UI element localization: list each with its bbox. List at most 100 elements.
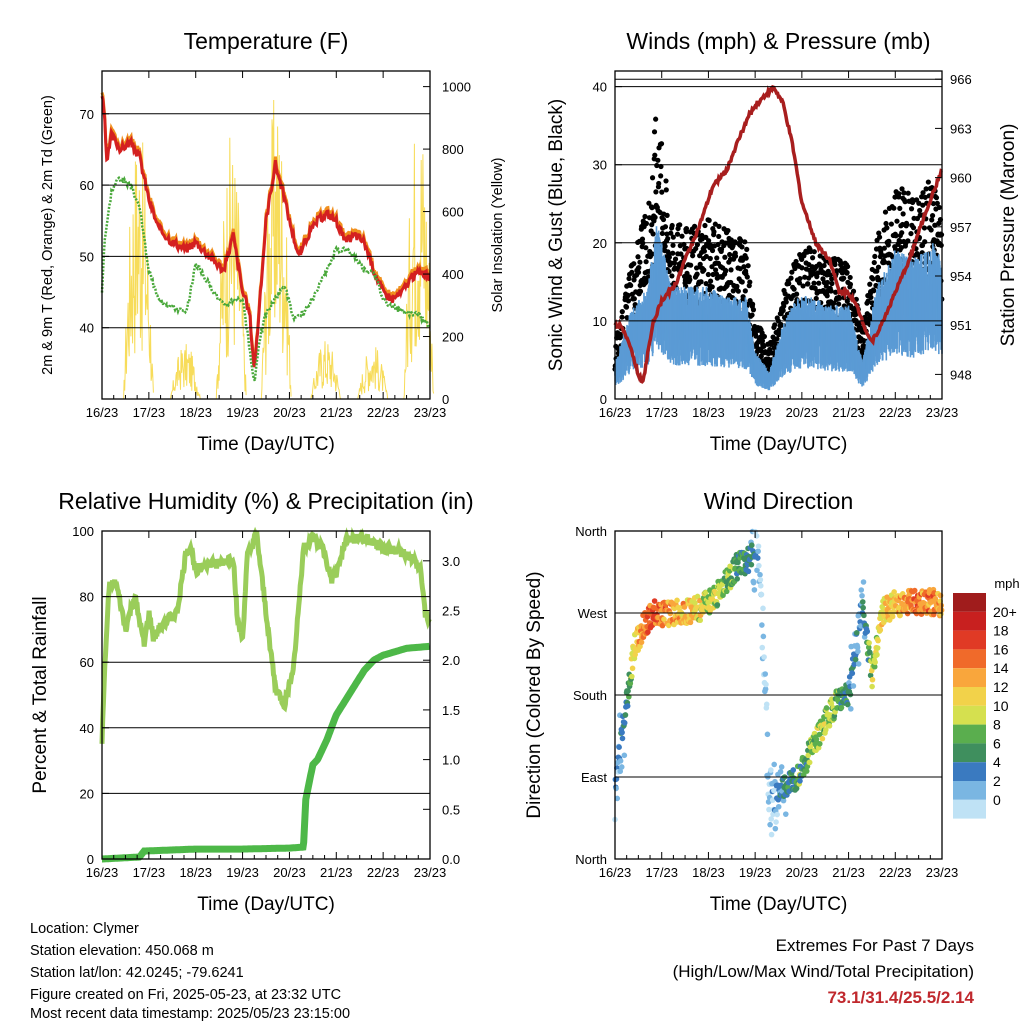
direction-point [629, 673, 635, 680]
gust-point [659, 189, 665, 195]
x-axis-label: Time (Day/UTC) [710, 894, 848, 915]
gust-point [669, 222, 675, 229]
direction-point [655, 614, 661, 621]
direction-point [614, 795, 621, 802]
direction-point [768, 831, 775, 838]
colorbar-swatch [953, 799, 986, 819]
gust-point [703, 253, 709, 260]
gust-point [670, 242, 676, 248]
gust-point [884, 225, 890, 231]
direction-point [775, 803, 782, 810]
colorbar-label: 6 [993, 735, 1001, 751]
gust-point [836, 295, 843, 301]
x-tick-label: 23/23 [414, 405, 447, 420]
y2-tick-label: 948 [950, 367, 972, 382]
plot-frame [101, 530, 431, 860]
chart-title: Winds (mph) & Pressure (mb) [626, 28, 930, 54]
gust-point [916, 200, 922, 206]
gust-point [836, 301, 842, 307]
gust-point [847, 274, 853, 281]
direction-point [911, 587, 918, 594]
x-tick-label: 20/23 [273, 405, 306, 420]
y-tick-label: 10 [593, 314, 607, 329]
gust-point [669, 273, 675, 279]
x-tick-label: 21/23 [320, 405, 353, 420]
gust-point [783, 299, 789, 305]
direction-point [757, 582, 764, 589]
direction-point [823, 705, 830, 711]
chart-title: Temperature (F) [184, 28, 349, 54]
x-tick-label: 21/23 [832, 405, 865, 420]
humidity-precip-chart: 16/23 17/23 18/23 19/23 20/23 21/23 22/23 23/23… [30, 488, 474, 915]
y-axis-label: Sonic Wind & Gust (Blue, Black) [546, 99, 567, 371]
gust-point [658, 173, 664, 179]
y2-tick-label: 963 [950, 121, 972, 136]
direction-point [694, 593, 701, 600]
speed-colorbar: mph 20+ 18 16 14 12 10 8 6 4 2 0 [953, 576, 1020, 819]
temperature-chart: 16/23 17/23 18/23 19/23 20/23 21/23 22/23 23/23… [40, 28, 506, 455]
gust-point [683, 225, 690, 232]
gust-point [739, 244, 745, 250]
colorbar-label: 2 [993, 773, 1001, 789]
direction-point [754, 555, 761, 561]
direction-point [850, 683, 857, 689]
gust-point [690, 253, 696, 259]
gust-point [687, 277, 693, 283]
direction-point [661, 616, 667, 622]
x-tick-label: 22/23 [367, 405, 400, 420]
direction-point [859, 599, 866, 605]
gust-point [637, 259, 643, 265]
direction-point [621, 752, 628, 759]
gust-point [786, 280, 792, 287]
gust-point [697, 261, 703, 267]
direction-point [762, 686, 769, 692]
direction-point [745, 568, 752, 575]
x-tick-label: 21/23 [832, 865, 865, 880]
gust-point [868, 294, 874, 300]
gust-point [617, 331, 623, 337]
y2-tick-label: 2.5 [442, 604, 460, 619]
gust-point [619, 314, 625, 320]
gust-point [821, 262, 827, 269]
direction-point [771, 761, 778, 768]
y2-tick-label: 951 [950, 318, 972, 333]
y2-axis-label: Solar Insolation (Yellow) [490, 157, 506, 312]
gust-point [649, 251, 655, 257]
direction-point [616, 744, 622, 750]
gust-point [805, 281, 811, 287]
gust-point [824, 279, 831, 286]
footer-elevation: Station elevation: 450.068 m [30, 943, 214, 959]
gust-point [732, 253, 739, 259]
direction-point [848, 706, 854, 712]
gust-point [902, 199, 908, 205]
direction-point [805, 752, 812, 759]
gust-point [938, 242, 944, 248]
x-tick-label: 23/23 [926, 405, 959, 420]
colorbar-swatch [953, 687, 986, 706]
gust-point [670, 250, 676, 256]
y-tick-label: 70 [80, 107, 94, 122]
gust-point [753, 333, 759, 339]
direction-point [687, 619, 694, 626]
direction-point [748, 561, 755, 568]
direction-point [764, 731, 771, 738]
direction-point [867, 672, 874, 679]
gust-point [692, 223, 698, 229]
direction-point [904, 610, 911, 617]
gust-point [808, 248, 814, 255]
direction-point [869, 676, 876, 683]
gust-point [727, 251, 733, 258]
gust-point [888, 221, 894, 227]
direction-point [767, 821, 773, 828]
direction-point [763, 701, 770, 708]
direction-point [858, 587, 865, 593]
direction-point [869, 683, 875, 690]
x-tick-label: 19/23 [226, 405, 259, 420]
gust-point [654, 162, 660, 169]
x-tick-label: 20/23 [786, 405, 819, 420]
x-axis-label: Time (Day/UTC) [710, 434, 848, 455]
direction-point [806, 759, 813, 766]
gust-point [904, 221, 910, 227]
gust-point [815, 270, 821, 276]
y-tick-label: 100 [72, 524, 94, 539]
